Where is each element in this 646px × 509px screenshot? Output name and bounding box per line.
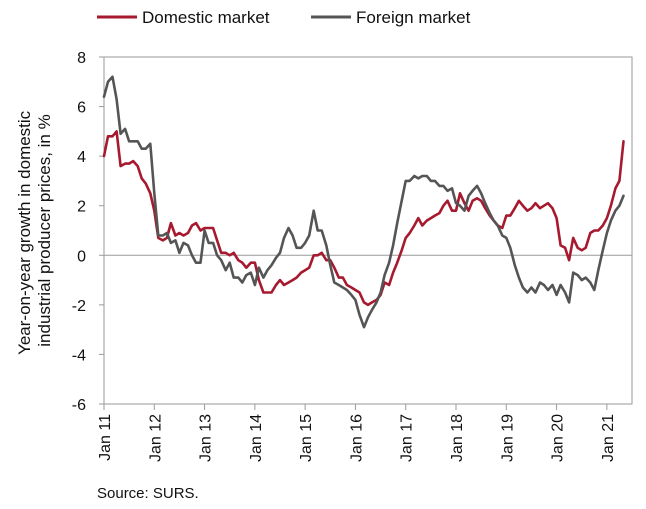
y-tick-label: 2 [77, 199, 86, 216]
x-tick-label: Jan 16 [348, 414, 365, 462]
y-axis: -6 -4 -2 0 2 4 6 8 [72, 50, 104, 414]
x-tick-label: Jan 11 [97, 414, 114, 461]
y-axis-title-line-2: industrial producer prices, in % [35, 114, 54, 346]
x-tick-label: Jan 15 [298, 414, 315, 462]
y-tick-label: 0 [77, 248, 86, 265]
legend: Domestic market Foreign market [97, 8, 471, 27]
series-line-foreign-market [102, 75, 625, 329]
y-tick-label: 4 [77, 149, 86, 166]
y-tick-label: -6 [72, 397, 86, 414]
source-note: Source: SURS. [97, 485, 199, 502]
x-tick-label: Jan 18 [449, 414, 466, 462]
x-tick-label: Jan 19 [499, 414, 516, 462]
plot-frame [103, 56, 633, 405]
y-tick-label: 8 [77, 50, 86, 67]
x-tick-label: Jan 13 [198, 414, 215, 462]
x-tick-label: Jan 12 [147, 414, 164, 462]
x-tick-label: Jan 21 [600, 414, 617, 462]
x-tick-label: Jan 14 [248, 414, 265, 462]
y-tick-label: -2 [72, 298, 86, 315]
x-tick-label: Jan 17 [399, 414, 416, 462]
y-axis-title-line-1: Year-on-year growth in domestic [15, 110, 34, 355]
x-tick-label: Jan 20 [550, 414, 567, 462]
y-tick-label: 6 [77, 100, 86, 117]
x-axis: Jan 11 Jan 12 Jan 13 Jan 14 Jan 15 Jan 16 Jan … [97, 404, 617, 462]
y-tick-label: -4 [72, 347, 86, 364]
y-axis-title: Year-on-year growth in domestic industri… [15, 106, 54, 355]
legend-label: Domestic market [142, 8, 270, 27]
series-line-domestic-market [102, 130, 625, 307]
legend-label: Foreign market [356, 8, 471, 27]
series-layer [102, 75, 625, 329]
